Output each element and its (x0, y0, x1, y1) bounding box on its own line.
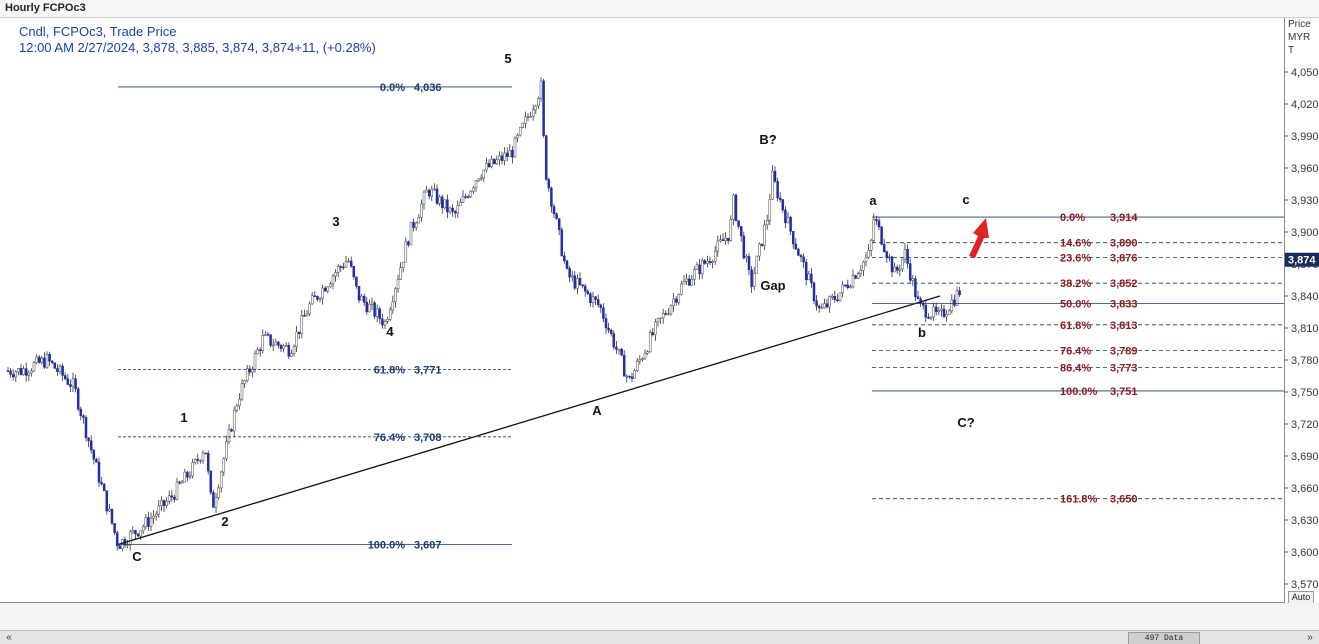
price-axis-header: Price MYR T (1288, 18, 1311, 57)
info-line-ohlc: 12:00 AM 2/27/2024, 3,878, 3,885, 3,874,… (19, 40, 376, 55)
title-bar: Hourly FCPOc3 (0, 0, 1319, 18)
scroll-right-button[interactable]: » (1307, 632, 1313, 643)
price-tick-label: 3,960 (1291, 163, 1319, 175)
data-period-badge: 497 Data Period (1128, 632, 1200, 644)
price-tick-label: 3,990 (1291, 131, 1319, 143)
scrollbar[interactable]: « 497 Data Period » (0, 630, 1319, 644)
price-tick-label: 3,720 (1291, 419, 1319, 431)
price-tick-label: 3,900 (1291, 227, 1319, 239)
price-tick-label: 4,020 (1291, 99, 1319, 111)
price-tick-label: 3,810 (1291, 323, 1319, 335)
plot-area[interactable] (0, 18, 1285, 603)
price-tick-label: 3,930 (1291, 195, 1319, 207)
price-axis-header-line: MYR (1288, 32, 1311, 43)
info-line-instrument: Cndl, FCPOc3, Trade Price (19, 24, 177, 39)
price-tick-label: 3,840 (1291, 291, 1319, 303)
price-tick-label: 3,870 (1291, 259, 1319, 271)
info-panel: Cndl, FCPOc3, Trade Price 12:00 AM 2/27/… (19, 24, 376, 56)
window-title: Hourly FCPOc3 (5, 2, 86, 14)
price-tick-label: 3,630 (1291, 515, 1319, 527)
price-tick-label: 3,570 (1291, 579, 1319, 591)
current-price-label: 3,874 (1288, 255, 1316, 267)
current-price-badge (1285, 252, 1319, 267)
price-tick-label: 3,660 (1291, 483, 1319, 495)
price-tick-label: 3,750 (1291, 387, 1319, 399)
price-tick-label: 3,690 (1291, 451, 1319, 463)
price-axis-header-line: T (1288, 45, 1295, 56)
price-axis-header-line: Price (1288, 19, 1311, 30)
price-tick-label: 4,050 (1291, 67, 1319, 79)
price-tick-label: 3,600 (1291, 547, 1319, 559)
price-tick-label: 3,780 (1291, 355, 1319, 367)
scroll-left-button[interactable]: « (6, 632, 12, 643)
